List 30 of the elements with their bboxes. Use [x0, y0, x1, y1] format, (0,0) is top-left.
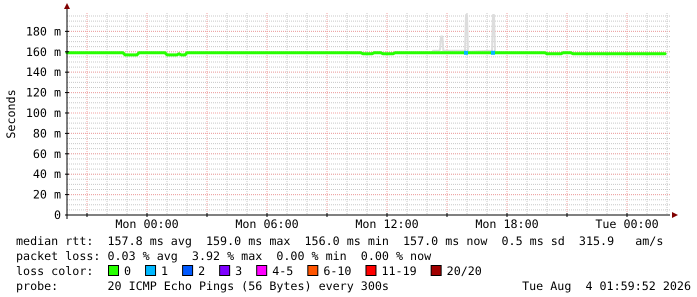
- y-tick-label: 80 m: [32, 126, 61, 140]
- text: probe: 20 ICMP Echo Pings (56 Bytes) every 300s: [16, 279, 389, 293]
- text: Tue Aug 4 01:59:52 2026: [522, 279, 691, 293]
- text: median rtt: 157.8 ms avg 159.0 ms max 156.0 ms min 157.0 ms now 0.5 ms sd 315.9 am/s: [16, 234, 664, 248]
- y-tick-label: 120 m: [26, 86, 61, 100]
- y-tick-label: 100 m: [26, 106, 61, 120]
- y-tick-label: 180 m: [26, 24, 61, 38]
- y-tick-label: 20 m: [32, 188, 61, 202]
- legend-label: 20/20: [446, 264, 482, 278]
- legend-label: 11-19: [381, 264, 417, 278]
- line-series: [432, 14, 500, 54]
- legend-label: 6-10: [323, 264, 352, 278]
- legend-label: 2: [198, 264, 206, 278]
- y-tick-label: 40 m: [32, 167, 61, 182]
- x-tick-label: Mon 18:00: [475, 217, 539, 231]
- x-tick-label: Mon 06:00: [235, 217, 299, 231]
- text: packet loss: 0.03 % avg 3.92 % max 0.00 % min 0.00 % now: [16, 249, 432, 263]
- x-tick-label: Mon 00:00: [115, 217, 179, 231]
- x-tick-label: Tue 00:00: [595, 217, 659, 231]
- legend-label: 0: [124, 264, 132, 278]
- y-tick-label: 160 m: [26, 44, 61, 59]
- y-tick-label: 140 m: [26, 65, 61, 80]
- y-tick-label: 0: [54, 208, 61, 222]
- legend-label: 4-5: [272, 264, 294, 278]
- legend-label: 1: [161, 264, 168, 278]
- y-tick-label: 60 m: [32, 146, 61, 161]
- legend-title: loss color:: [16, 264, 94, 278]
- legend-label: 3: [235, 264, 242, 278]
- x-tick-label: Mon 12:00: [355, 217, 419, 231]
- y-axis-title: Seconds: [4, 89, 18, 139]
